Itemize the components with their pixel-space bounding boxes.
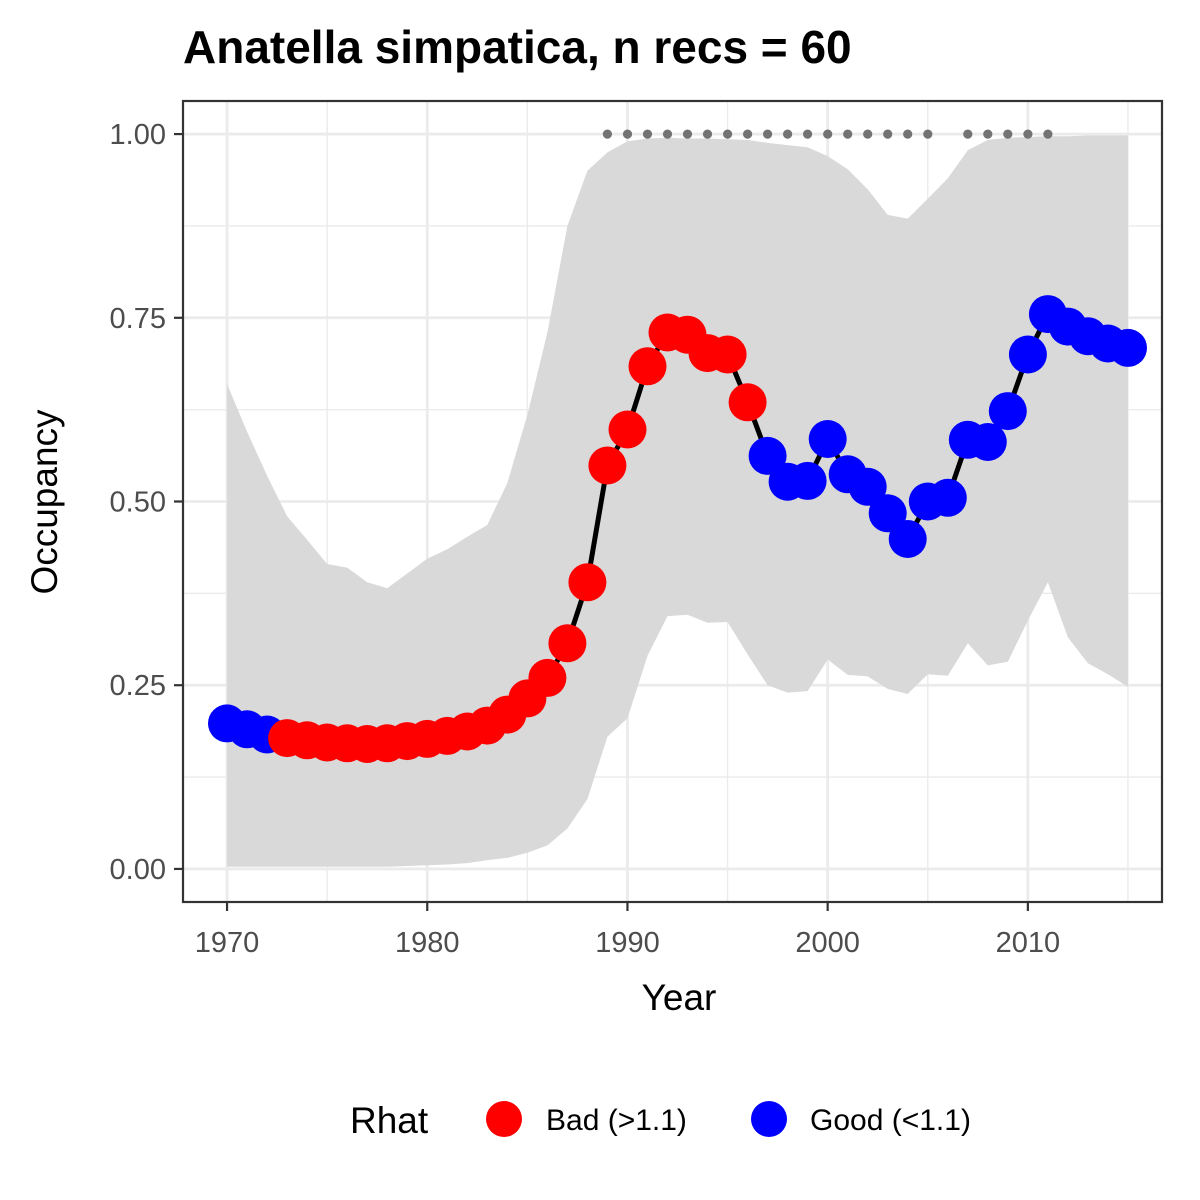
data-point-1989 — [588, 446, 627, 485]
data-point-2002 — [848, 467, 887, 506]
record-dot-2005 — [923, 129, 933, 139]
x-tick-label: 1980 — [395, 927, 460, 959]
x-axis-title: Year — [642, 977, 717, 1018]
data-point-2000 — [808, 420, 847, 458]
data-point-1999 — [788, 461, 827, 500]
record-dot-1996 — [743, 129, 753, 139]
occupancy-points — [208, 295, 1147, 763]
record-dot-1991 — [642, 129, 653, 139]
record-dot-2010 — [1023, 129, 1033, 139]
record-dot-1994 — [702, 129, 713, 139]
x-tick-label: 2010 — [996, 927, 1061, 959]
legend-label-good: Good (<1.1) — [810, 1104, 971, 1137]
legend: Rhat Bad (>1.1) Good (<1.1) — [350, 1100, 971, 1141]
legend-label-bad: Bad (>1.1) — [546, 1104, 687, 1137]
data-point-2004 — [888, 520, 927, 558]
record-dot-1992 — [662, 129, 673, 139]
record-dot-2003 — [883, 129, 893, 139]
data-point-2006 — [928, 478, 967, 517]
record-dot-2011 — [1043, 129, 1053, 139]
credible-interval-ribbon — [227, 135, 1128, 867]
x-tick-label: 1990 — [595, 927, 660, 959]
data-point-1996 — [728, 383, 767, 422]
record-dot-1998 — [783, 129, 793, 139]
y-tick-label: 0.25 — [110, 670, 166, 702]
legend-title: Rhat — [350, 1100, 429, 1141]
y-axis: 0.00 0.25 0.50 0.75 1.00 — [110, 119, 183, 886]
y-tick-label: 0.00 — [110, 854, 166, 886]
record-dot-2009 — [1003, 129, 1013, 139]
x-axis: 1970 1980 1990 2000 2010 — [195, 902, 1060, 959]
data-point-2008 — [968, 423, 1007, 461]
record-dot-2004 — [903, 129, 913, 139]
record-dot-1989 — [602, 129, 613, 139]
data-point-1987 — [548, 624, 587, 663]
record-dot-2001 — [843, 129, 853, 139]
y-tick-label: 0.50 — [110, 487, 166, 519]
data-point-2015 — [1109, 328, 1147, 367]
ribbon-area — [227, 135, 1128, 867]
x-tick-label: 1970 — [195, 927, 260, 959]
record-dot-2008 — [983, 129, 993, 139]
record-dot-1993 — [682, 129, 693, 139]
data-point-2010 — [1008, 335, 1047, 374]
record-years-dots — [602, 129, 1053, 139]
data-point-1986 — [528, 658, 567, 697]
data-point-1997 — [748, 436, 787, 475]
data-point-1988 — [568, 563, 607, 602]
y-axis-title: Occupancy — [24, 409, 65, 595]
chart-title: Anatella simpatica, n recs = 60 — [183, 21, 852, 73]
y-tick-label: 1.00 — [110, 119, 166, 151]
record-dot-1990 — [622, 129, 633, 139]
x-tick-label: 2000 — [795, 927, 860, 959]
record-dot-1995 — [723, 129, 733, 139]
record-dot-1999 — [803, 129, 813, 139]
data-point-1990 — [608, 410, 647, 449]
legend-key-bad — [486, 1101, 522, 1137]
data-point-1995 — [708, 335, 747, 374]
record-dot-2007 — [963, 129, 973, 139]
record-dot-1997 — [763, 129, 773, 139]
record-dot-2000 — [823, 129, 833, 139]
data-point-1991 — [628, 347, 667, 386]
data-point-2003 — [868, 494, 907, 533]
y-tick-label: 0.75 — [110, 303, 166, 335]
data-point-2009 — [988, 392, 1027, 431]
record-dot-2002 — [863, 129, 873, 139]
legend-key-good — [751, 1101, 787, 1137]
